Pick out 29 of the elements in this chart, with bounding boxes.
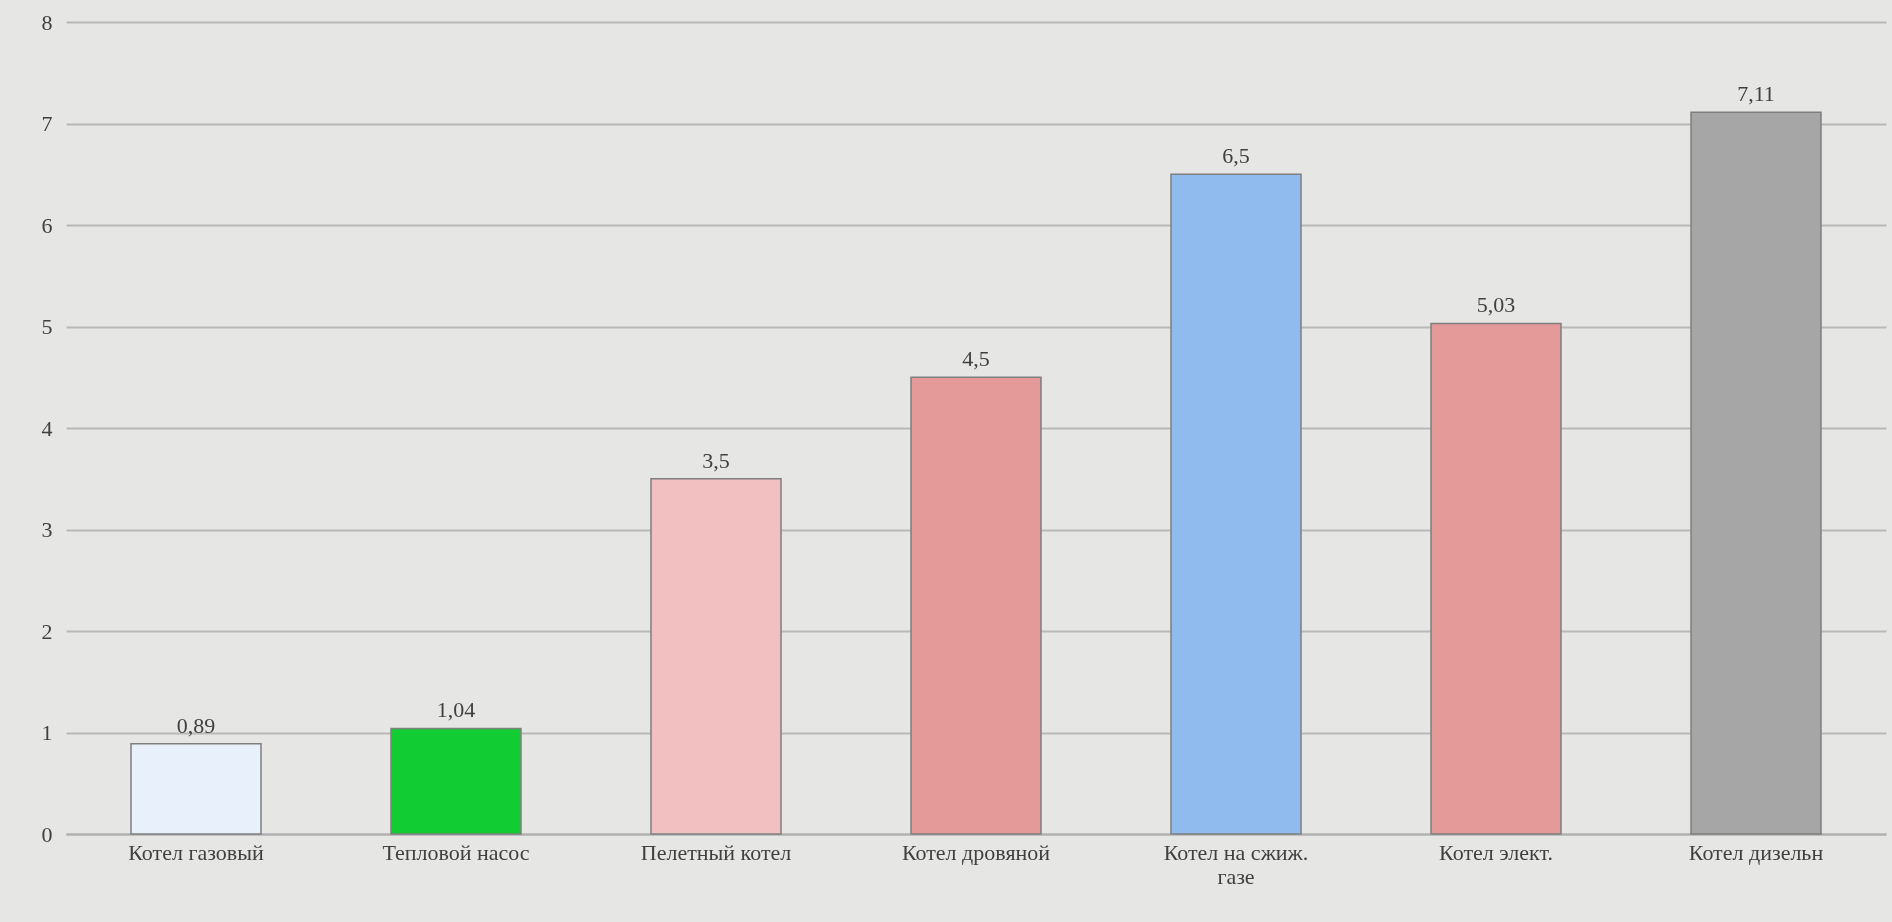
data-label: 4,5 xyxy=(962,346,990,372)
data-label: 3,5 xyxy=(702,447,730,473)
bar xyxy=(1170,173,1302,835)
data-label: 1,04 xyxy=(436,697,476,723)
y-tick-label: 7 xyxy=(41,111,53,136)
y-tick-label: 3 xyxy=(41,517,53,542)
y-tick-label: 5 xyxy=(41,314,53,339)
x-tick-label: Пелетный котел xyxy=(640,839,792,865)
y-tick-label: 1 xyxy=(41,720,53,745)
y-tick-label: 4 xyxy=(41,415,53,441)
bar xyxy=(390,727,522,835)
x-tick-label: Котел дровяной xyxy=(901,839,1051,865)
x-tick-label: Котел газовый xyxy=(128,839,264,865)
bar xyxy=(650,478,782,835)
data-label: 5,03 xyxy=(1476,292,1516,318)
data-label: 6,5 xyxy=(1222,143,1250,169)
bar xyxy=(910,376,1042,835)
y-tick-label: 2 xyxy=(41,618,53,644)
x-tick-label: Котел дизельн xyxy=(1688,839,1824,865)
bar xyxy=(130,742,262,835)
data-label: 7,11 xyxy=(1737,81,1775,107)
y-tick-label: 0 xyxy=(41,821,53,847)
x-tick-label: Котел элект. xyxy=(1439,839,1553,865)
data-label: 0,89 xyxy=(176,712,216,738)
y-tick-label: 8 xyxy=(41,9,53,35)
bar xyxy=(1430,322,1562,835)
x-tick-label: Котел на сжиж. газе xyxy=(1163,839,1309,889)
y-tick-label: 6 xyxy=(41,212,53,238)
x-tick-label: Тепловой насос xyxy=(382,839,530,865)
